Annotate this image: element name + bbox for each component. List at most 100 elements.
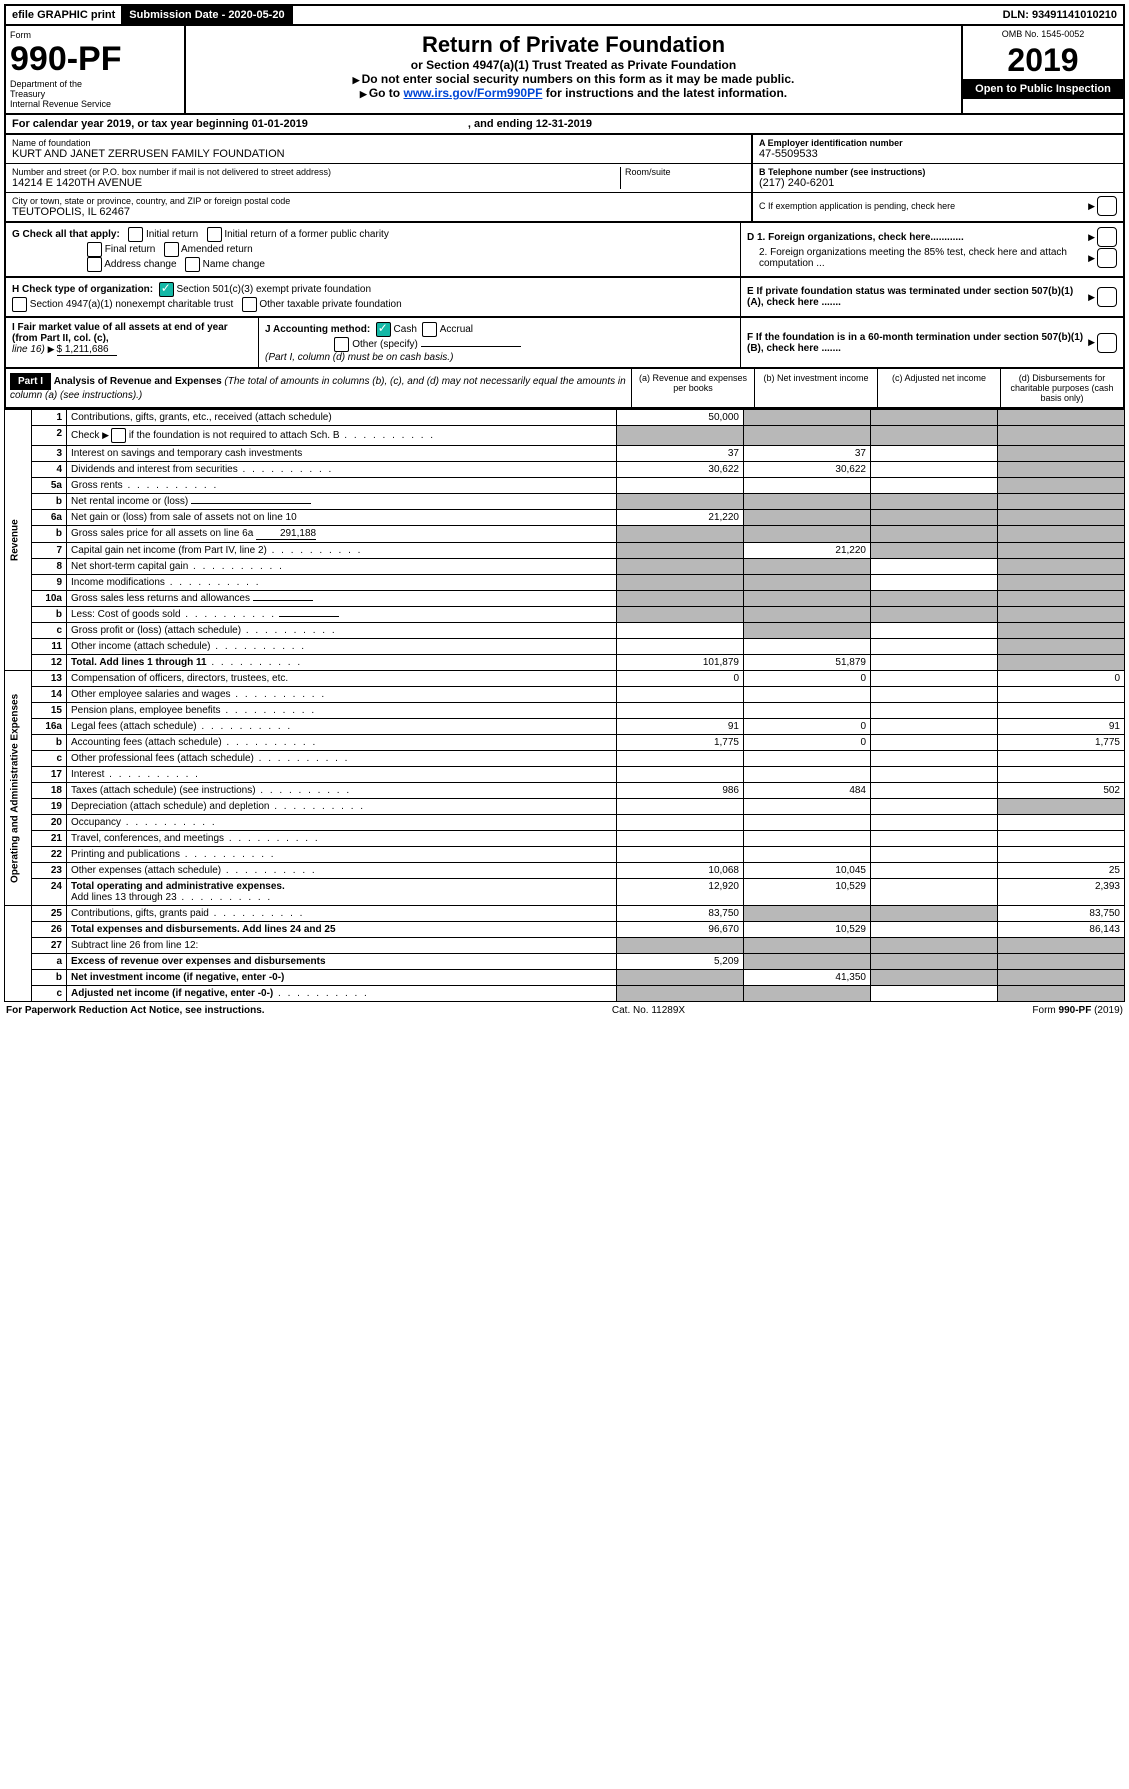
dept1: Department of the <box>10 79 180 89</box>
part1-head: Analysis of Revenue and Expenses <box>54 376 222 387</box>
open-public: Open to Public Inspection <box>963 79 1123 99</box>
table-row: 20Occupancy <box>5 815 1125 831</box>
goto-arrow <box>360 86 369 100</box>
table-row: 16aLegal fees (attach schedule)91091 <box>5 719 1125 735</box>
table-row: 8Net short-term capital gain <box>5 559 1125 575</box>
j-note: (Part I, column (d) must be on cash basi… <box>265 352 453 363</box>
table-row: 9Income modifications <box>5 575 1125 591</box>
table-row: cAdjusted net income (if negative, enter… <box>5 986 1125 1002</box>
goto-post: for instructions and the latest informat… <box>542 86 787 100</box>
table-row: Revenue 1Contributions, gifts, grants, e… <box>5 410 1125 426</box>
dept3: Internal Revenue Service <box>10 99 180 109</box>
g2: Initial return of a former public charit… <box>224 229 389 240</box>
cal-pre: For calendar year 2019, or tax year begi… <box>12 118 308 130</box>
g2-checkbox[interactable] <box>207 227 222 242</box>
g4: Amended return <box>181 244 253 255</box>
h2-checkbox[interactable] <box>12 297 27 312</box>
footer-right: Form 990-PF (2019) <box>1032 1005 1123 1016</box>
j1: Cash <box>394 324 417 335</box>
g-d-section: G Check all that apply: Initial return I… <box>4 223 1125 278</box>
j1-checkbox[interactable] <box>376 322 391 337</box>
g5-checkbox[interactable] <box>87 257 102 272</box>
c-label: C If exemption application is pending, c… <box>759 201 1088 211</box>
ein: 47-5509533 <box>759 148 1117 160</box>
table-row: bNet investment income (if negative, ent… <box>5 970 1125 986</box>
h3: Other taxable private foundation <box>259 299 401 310</box>
j3-blank <box>421 346 521 347</box>
table-row: 11Other income (attach schedule) <box>5 639 1125 655</box>
table-row: Operating and Administrative Expenses 13… <box>5 671 1125 687</box>
table-row: cOther professional fees (attach schedul… <box>5 751 1125 767</box>
g6-checkbox[interactable] <box>185 257 200 272</box>
table-row: bLess: Cost of goods sold <box>5 607 1125 623</box>
h-label: H Check type of organization: <box>12 284 153 295</box>
d2-checkbox[interactable] <box>1097 248 1117 268</box>
arrow-icon <box>48 344 57 355</box>
h1-checkbox[interactable] <box>159 282 174 297</box>
phone-label: B Telephone number (see instructions) <box>759 167 1117 177</box>
arrow-icon <box>1088 253 1097 264</box>
city: TEUTOPOLIS, IL 62467 <box>12 206 745 218</box>
table-row: bGross sales price for all assets on lin… <box>5 526 1125 543</box>
arrow-icon <box>1088 232 1097 243</box>
expenses-side: Operating and Administrative Expenses <box>5 671 32 906</box>
col-a-head: (a) Revenue and expenses per books <box>631 369 754 407</box>
table-row: aExcess of revenue over expenses and dis… <box>5 954 1125 970</box>
g1: Initial return <box>146 229 198 240</box>
h1: Section 501(c)(3) exempt private foundat… <box>176 284 371 295</box>
col-c-head: (c) Adjusted net income <box>877 369 1000 407</box>
address: 14214 E 1420TH AVENUE <box>12 177 620 189</box>
r2-checkbox[interactable] <box>111 428 126 443</box>
city-label: City or town, state or province, country… <box>12 196 745 206</box>
j3: Other (specify) <box>352 339 418 350</box>
form-subtitle: or Section 4947(a)(1) Trust Treated as P… <box>192 58 955 72</box>
d1-checkbox[interactable] <box>1097 227 1117 247</box>
table-row: 15Pension plans, employee benefits <box>5 703 1125 719</box>
table-row: 26Total expenses and disbursements. Add … <box>5 922 1125 938</box>
g6: Name change <box>203 259 265 270</box>
warn-text: Do not enter social security numbers on … <box>192 72 955 86</box>
table-row: 6aNet gain or (loss) from sale of assets… <box>5 510 1125 526</box>
g3-checkbox[interactable] <box>87 242 102 257</box>
room-label: Room/suite <box>625 167 745 177</box>
g5: Address change <box>104 259 176 270</box>
d1: D 1. Foreign organizations, check here..… <box>747 232 964 243</box>
j3-checkbox[interactable] <box>334 337 349 352</box>
submission-date: Submission Date - 2020-05-20 <box>123 6 292 24</box>
c-checkbox[interactable] <box>1097 196 1117 216</box>
arrow-icon <box>1088 200 1097 212</box>
table-row: 17Interest <box>5 767 1125 783</box>
goto-link[interactable]: www.irs.gov/Form990PF <box>403 86 542 100</box>
d2: 2. Foreign organizations meeting the 85%… <box>747 247 1088 269</box>
h3-checkbox[interactable] <box>242 297 257 312</box>
f-checkbox[interactable] <box>1097 333 1117 353</box>
table-row: 12Total. Add lines 1 through 11101,87951… <box>5 655 1125 671</box>
col-d-head: (d) Disbursements for charitable purpose… <box>1000 369 1123 407</box>
table-row: 24Total operating and administrative exp… <box>5 879 1125 906</box>
g1-checkbox[interactable] <box>128 227 143 242</box>
calendar-row: For calendar year 2019, or tax year begi… <box>4 115 1125 135</box>
j2-checkbox[interactable] <box>422 322 437 337</box>
table-row: 3Interest on savings and temporary cash … <box>5 446 1125 462</box>
h-e-section: H Check type of organization: Section 50… <box>4 278 1125 318</box>
table-row: bNet rental income or (loss) <box>5 494 1125 510</box>
table-row: 5aGross rents <box>5 478 1125 494</box>
arrow-icon <box>1088 337 1097 348</box>
table-row: 10aGross sales less returns and allowanc… <box>5 591 1125 607</box>
i-value: $ 1,211,686 <box>57 344 117 356</box>
phone: (217) 240-6201 <box>759 177 1117 189</box>
footer: For Paperwork Reduction Act Notice, see … <box>4 1002 1125 1019</box>
i-label: I Fair market value of all assets at end… <box>12 322 228 344</box>
table-row: 7Capital gain net income (from Part IV, … <box>5 543 1125 559</box>
table-row: 19Depreciation (attach schedule) and dep… <box>5 799 1125 815</box>
col-b-head: (b) Net investment income <box>754 369 877 407</box>
e-label: E If private foundation status was termi… <box>747 286 1088 308</box>
cal-post: , and ending 12-31-2019 <box>468 118 592 130</box>
revenue-side: Revenue <box>5 410 32 671</box>
g4-checkbox[interactable] <box>164 242 179 257</box>
table-row: 22Printing and publications <box>5 847 1125 863</box>
footer-left: For Paperwork Reduction Act Notice, see … <box>6 1005 265 1016</box>
efile-btn[interactable]: efile GRAPHIC print <box>6 6 123 24</box>
e-checkbox[interactable] <box>1097 287 1117 307</box>
foundation-name: KURT AND JANET ZERRUSEN FAMILY FOUNDATIO… <box>12 148 745 160</box>
